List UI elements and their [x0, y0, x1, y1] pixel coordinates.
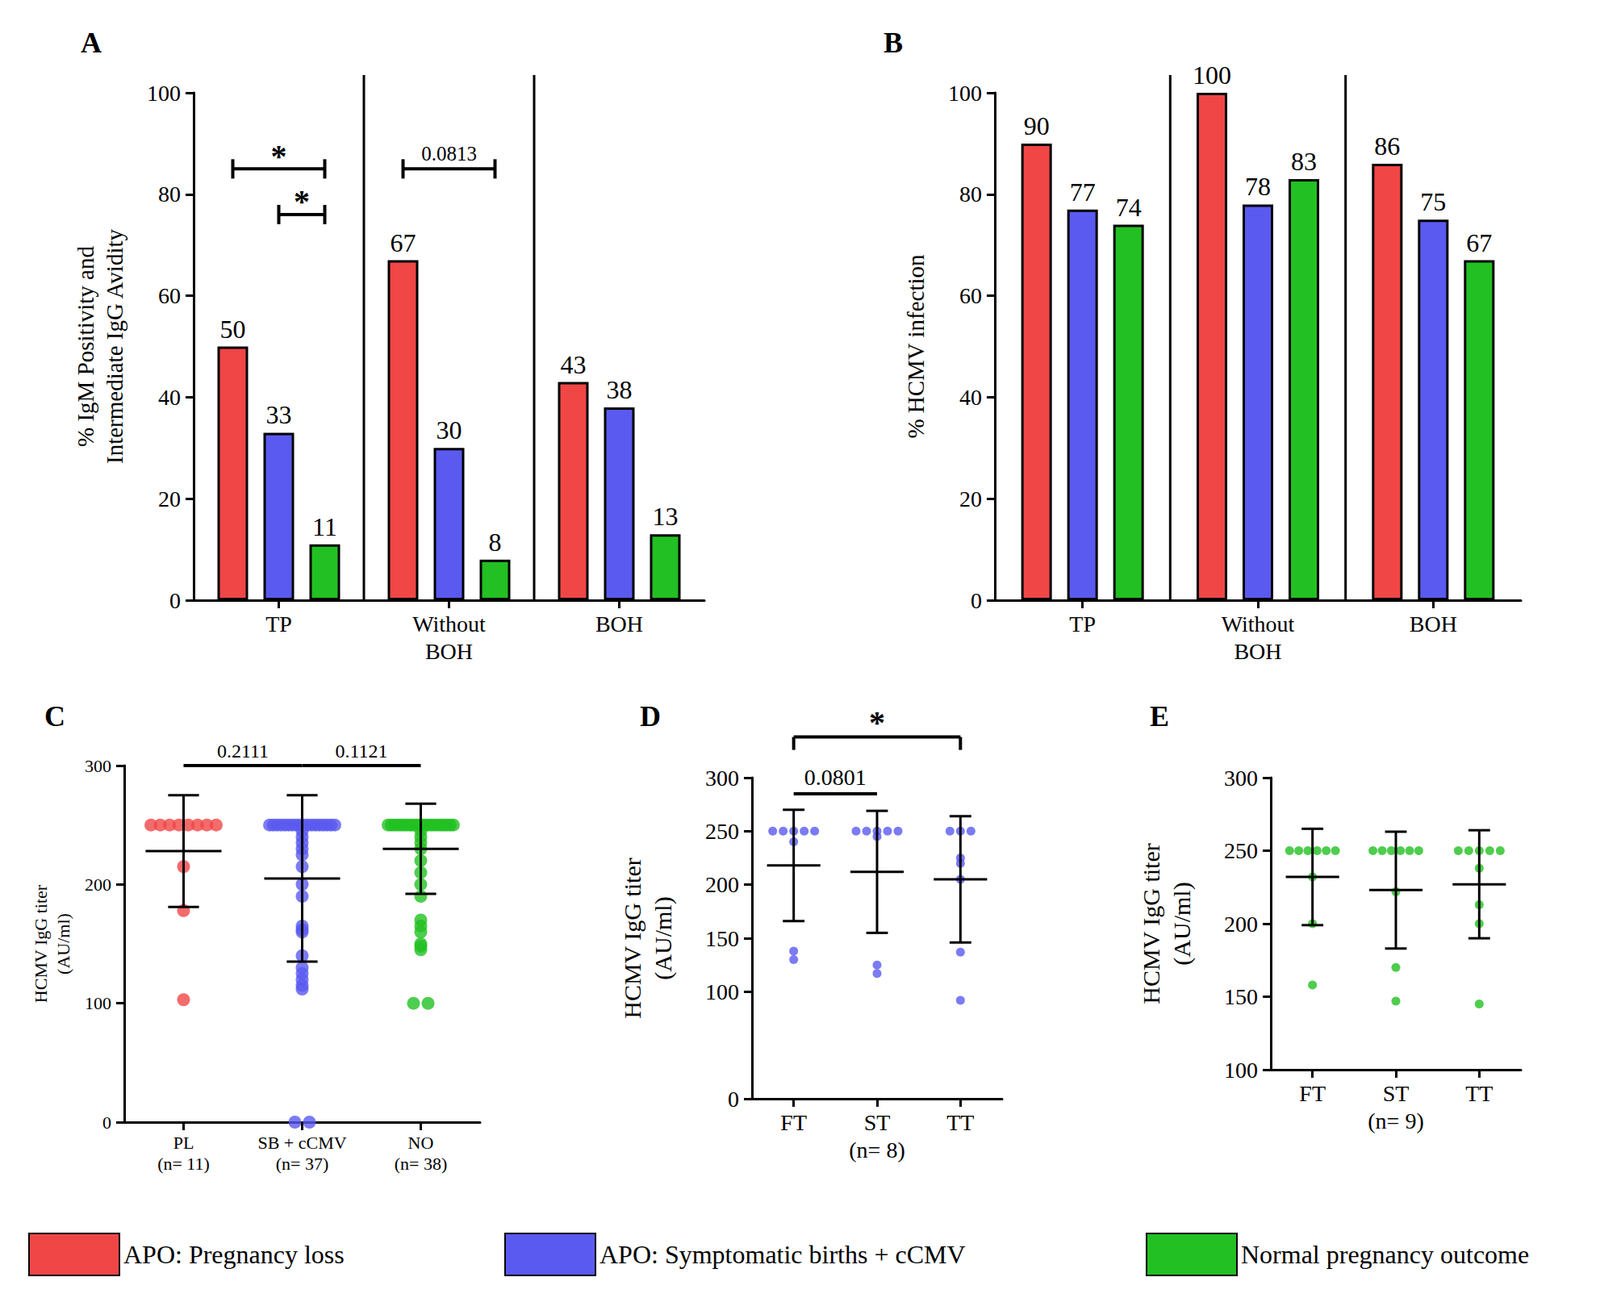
svg-text:NO: NO	[408, 1132, 435, 1154]
svg-text:78: 78	[1244, 171, 1271, 201]
svg-text:BOH: BOH	[1409, 611, 1458, 637]
svg-text:74: 74	[1115, 192, 1142, 222]
svg-text:33: 33	[266, 400, 293, 430]
svg-text:90: 90	[1023, 111, 1050, 141]
svg-text:60: 60	[158, 283, 181, 309]
svg-text:0.0801: 0.0801	[804, 764, 867, 790]
svg-text:APO: Symptomatic births + cCMV: APO: Symptomatic births + cCMV	[599, 1240, 966, 1270]
svg-text:0: 0	[727, 1086, 740, 1112]
svg-text:*: *	[293, 183, 310, 220]
svg-text:Without: Without	[1221, 611, 1296, 637]
svg-text:PL: PL	[173, 1132, 195, 1154]
svg-text:67: 67	[390, 228, 417, 258]
svg-text:40: 40	[959, 384, 982, 410]
svg-text:80: 80	[959, 181, 982, 207]
svg-text:A: A	[80, 26, 102, 59]
svg-text:200: 200	[1224, 911, 1258, 937]
svg-text:ST: ST	[864, 1110, 891, 1136]
svg-text:D: D	[639, 700, 661, 733]
svg-text:300: 300	[705, 765, 740, 791]
svg-text:(n= 11): (n= 11)	[157, 1153, 210, 1174]
svg-text:(AU/ml): (AU/ml)	[1168, 881, 1196, 966]
svg-text:86: 86	[1374, 131, 1400, 161]
svg-text:BOH: BOH	[425, 639, 473, 665]
svg-text:HCMV IgG titer: HCMV IgG titer	[618, 857, 646, 1019]
svg-text:300: 300	[84, 756, 112, 777]
svg-text:FT: FT	[780, 1110, 807, 1136]
svg-text:60: 60	[959, 283, 982, 309]
svg-text:100: 100	[84, 993, 112, 1014]
svg-text:83: 83	[1290, 146, 1317, 176]
svg-text:0.1121: 0.1121	[334, 740, 388, 762]
svg-text:200: 200	[705, 872, 740, 898]
svg-text:43: 43	[560, 350, 587, 380]
svg-text:Without: Without	[412, 611, 486, 637]
svg-text:% IgM Positivity and: % IgM Positivity and	[72, 246, 99, 447]
svg-text:30: 30	[436, 415, 463, 445]
svg-text:0: 0	[970, 588, 982, 614]
svg-text:8: 8	[488, 527, 502, 557]
svg-text:*: *	[868, 704, 886, 741]
svg-text:75: 75	[1420, 187, 1446, 217]
svg-text:HCMV IgG titer: HCMV IgG titer	[1137, 843, 1165, 1004]
svg-text:77: 77	[1069, 177, 1096, 207]
svg-text:38: 38	[606, 375, 633, 405]
svg-text:100: 100	[1192, 60, 1232, 90]
svg-text:67: 67	[1466, 228, 1492, 258]
svg-text:150: 150	[705, 926, 740, 952]
svg-text:0: 0	[102, 1112, 112, 1133]
svg-text:13: 13	[652, 501, 679, 531]
svg-text:20: 20	[959, 486, 982, 512]
svg-text:(AU/ml): (AU/ml)	[53, 913, 74, 975]
svg-text:SB + cCMV: SB + cCMV	[257, 1132, 347, 1154]
svg-text:(n= 37): (n= 37)	[275, 1153, 330, 1174]
svg-text:BOH: BOH	[595, 611, 644, 637]
svg-text:11: 11	[312, 512, 338, 542]
svg-text:(n= 9): (n= 9)	[1367, 1108, 1424, 1134]
svg-text:100: 100	[146, 80, 181, 106]
svg-text:200: 200	[84, 874, 112, 895]
svg-text:E: E	[1149, 700, 1170, 733]
svg-text:100: 100	[948, 80, 982, 106]
svg-text:(n= 8): (n= 8)	[848, 1137, 905, 1163]
svg-text:TP: TP	[265, 611, 293, 637]
svg-text:50: 50	[220, 314, 247, 344]
svg-text:C: C	[44, 700, 66, 733]
svg-text:0.0813: 0.0813	[421, 142, 477, 165]
svg-text:APO: Pregnancy loss: APO: Pregnancy loss	[123, 1240, 345, 1270]
svg-text:B: B	[883, 26, 903, 59]
svg-text:40: 40	[158, 384, 181, 410]
svg-text:(AU/ml): (AU/ml)	[649, 896, 677, 980]
svg-text:TP: TP	[1069, 611, 1096, 637]
svg-text:80: 80	[158, 181, 181, 207]
svg-text:100: 100	[705, 979, 740, 1005]
svg-text:20: 20	[158, 486, 181, 512]
svg-text:250: 250	[705, 818, 740, 844]
svg-text:300: 300	[1224, 765, 1258, 791]
svg-text:0.2111: 0.2111	[217, 740, 269, 762]
svg-text:150: 150	[1224, 984, 1258, 1010]
svg-text:0: 0	[169, 588, 181, 614]
svg-text:FT: FT	[1299, 1081, 1326, 1107]
svg-text:*: *	[271, 137, 288, 175]
svg-text:Normal pregnancy outcome: Normal pregnancy outcome	[1240, 1240, 1529, 1270]
svg-text:Intermediate IgG Avidity: Intermediate IgG Avidity	[101, 229, 128, 464]
svg-text:250: 250	[1224, 838, 1258, 864]
svg-text:TT: TT	[1465, 1081, 1493, 1107]
svg-text:HCMV IgG titer: HCMV IgG titer	[30, 884, 51, 1003]
svg-text:100: 100	[1224, 1057, 1258, 1083]
svg-text:(n= 38): (n= 38)	[394, 1153, 448, 1174]
svg-text:BOH: BOH	[1233, 639, 1282, 665]
svg-text:TT: TT	[946, 1110, 974, 1136]
svg-text:ST: ST	[1382, 1081, 1410, 1107]
svg-text:% HCMV infection: % HCMV infection	[902, 254, 929, 439]
